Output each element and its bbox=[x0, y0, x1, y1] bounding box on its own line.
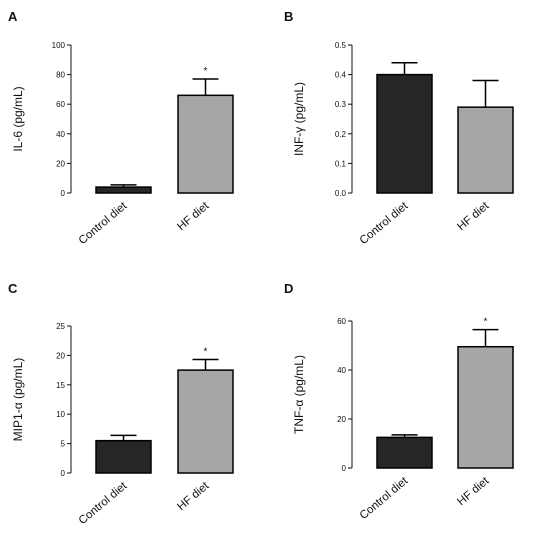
panel-c-bar-control bbox=[95, 439, 152, 474]
panel-a-ytick-label: 20 bbox=[56, 159, 65, 168]
panel-c-ytick-label: 20 bbox=[56, 351, 65, 360]
panel-d-ytick-label: 60 bbox=[337, 317, 346, 326]
panel-b-ylabel: INF-γ (pg/mL) bbox=[292, 82, 306, 156]
panel-a-xtick-label: Control diet bbox=[77, 200, 130, 248]
panel-d-significance-star: * bbox=[484, 317, 488, 328]
panel-c-xtick-label: HF diet bbox=[175, 480, 212, 514]
panel-d-bar-hf bbox=[457, 345, 514, 469]
panel-a-bar-control bbox=[95, 186, 152, 194]
panel-d-bar-control bbox=[376, 436, 433, 469]
panel-b-ytick-label: 0.2 bbox=[335, 130, 347, 139]
panel-d-ytick-label: 0 bbox=[342, 464, 347, 473]
panel-a-ytick-label: 0 bbox=[61, 189, 66, 198]
panel-d-ytick-label: 40 bbox=[337, 366, 346, 375]
panel-a-ytick-label: 40 bbox=[56, 130, 65, 139]
panel-d-ytick-label: 20 bbox=[337, 415, 346, 424]
panel-a-ytick-label: 100 bbox=[52, 41, 66, 50]
panel-b-ytick-label: 0.3 bbox=[335, 100, 347, 109]
panel-a-letter: A bbox=[8, 9, 18, 24]
panel-a-ytick-label: 60 bbox=[56, 100, 65, 109]
panel-a-significance-star: * bbox=[204, 66, 208, 77]
panel-a-bar-hf bbox=[177, 94, 234, 194]
panel-d-xtick-label: Control diet bbox=[358, 475, 411, 523]
panel-c-ytick-label: 10 bbox=[56, 410, 65, 419]
panel-a-ytick-label: 80 bbox=[56, 71, 65, 80]
panel-a-ylabel: IL-6 (pg/mL) bbox=[11, 86, 25, 151]
panel-b-letter: B bbox=[284, 9, 293, 24]
panel-b-xtick-label: HF diet bbox=[455, 200, 492, 234]
panel-c-ytick-label: 15 bbox=[56, 381, 65, 390]
panel-b-ytick-label: 0.1 bbox=[335, 159, 347, 168]
panel-a-xtick-label: HF diet bbox=[175, 200, 212, 234]
panel-d-xtick-label: HF diet bbox=[455, 475, 492, 509]
panel-c-ytick-label: 5 bbox=[61, 440, 66, 449]
panel-c-ylabel: MIP1-α (pg/mL) bbox=[11, 358, 25, 442]
panel-c-ytick-label: 25 bbox=[56, 322, 65, 331]
panel-b-ytick-label: 0.4 bbox=[335, 71, 347, 80]
panel-d-letter: D bbox=[284, 281, 293, 296]
panel-b-bar-control bbox=[376, 73, 433, 194]
panel-c-bar-hf bbox=[177, 369, 234, 474]
panel-b-bar-hf bbox=[457, 106, 514, 194]
panel-b-ytick-label: 0.5 bbox=[335, 41, 347, 50]
panel-c-ytick-label: 0 bbox=[61, 469, 66, 478]
panel-c-letter: C bbox=[8, 281, 18, 296]
panel-b-xtick-label: Control diet bbox=[358, 200, 411, 248]
panel-c-xtick-label: Control diet bbox=[77, 480, 130, 528]
panel-c-significance-star: * bbox=[204, 347, 208, 358]
panel-b-ytick-label: 0.0 bbox=[335, 189, 347, 198]
panel-d-ylabel: TNF-α (pg/mL) bbox=[292, 355, 306, 434]
